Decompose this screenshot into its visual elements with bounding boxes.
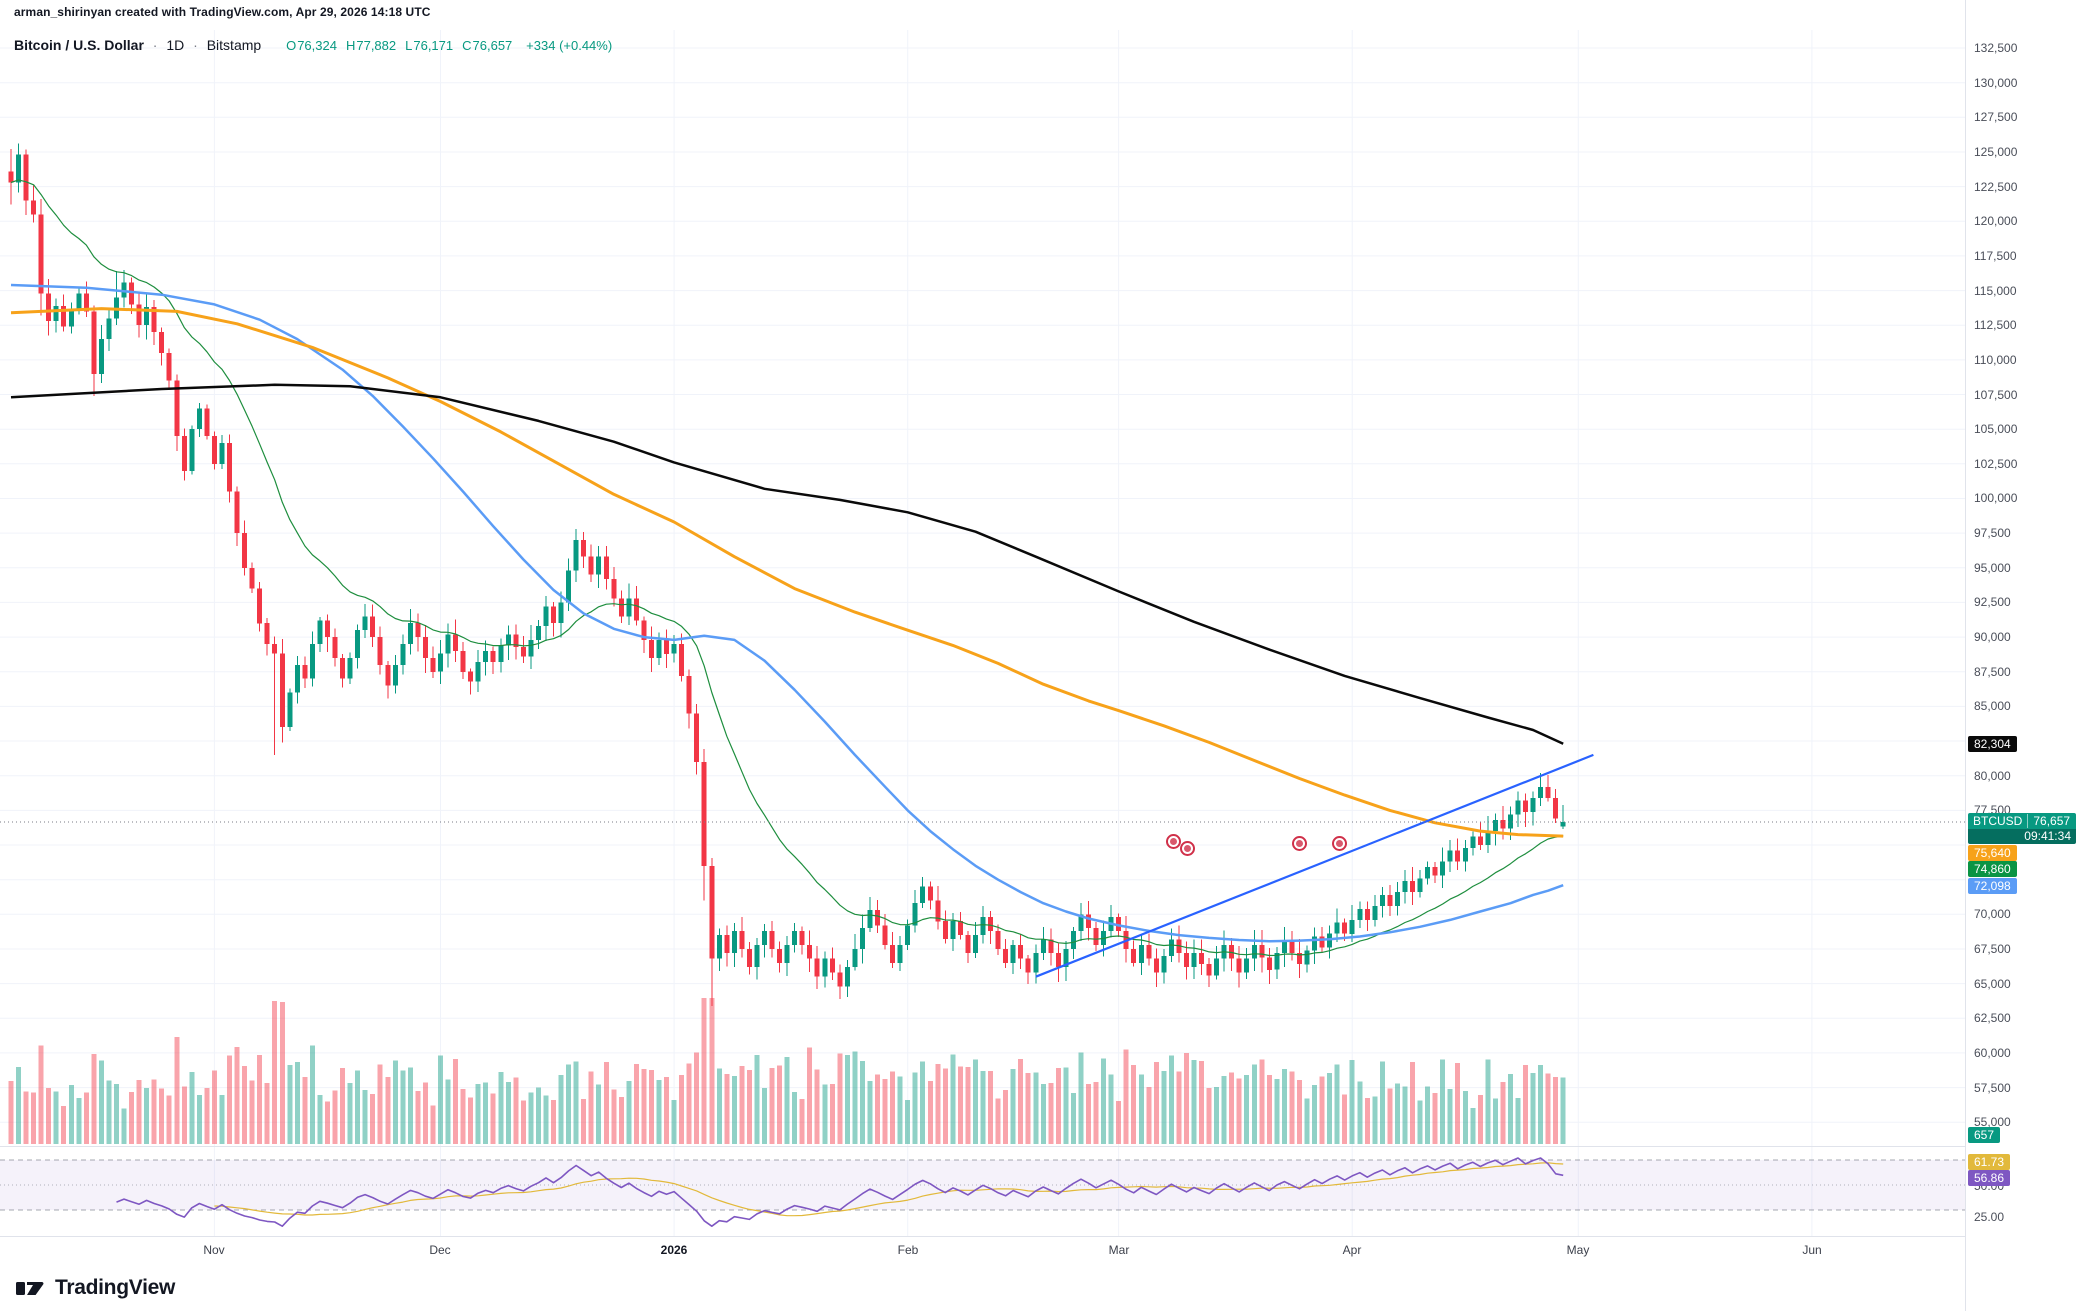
symbol-title: Bitcoin / U.S. Dollar — [14, 37, 144, 53]
price-tick-label: 70,000 — [1974, 907, 2011, 921]
interval-label: 1D — [166, 37, 185, 53]
price-tick-label: 97,500 — [1974, 526, 2011, 540]
ma-green-price-label: 74,860 — [1968, 861, 2017, 877]
price-tick-label: 67,500 — [1974, 942, 2011, 956]
last-price-value: 76,657 — [2033, 814, 2071, 828]
price-tick-label: 122,500 — [1974, 180, 2018, 194]
price-tick-label: 80,000 — [1974, 769, 2011, 783]
low-label: L — [405, 38, 413, 53]
time-tick-label: May — [1566, 1243, 1590, 1257]
legend-separator: · — [152, 37, 158, 53]
ma-black-line — [10, 383, 1564, 745]
low-value: 76,171 — [413, 38, 454, 53]
chart-legend: Bitcoin / U.S. Dollar · 1D · Bitstamp O7… — [14, 37, 612, 53]
time-axis-separator — [0, 1236, 2078, 1237]
legend-separator: · — [193, 37, 198, 53]
price-tick-label: 62,500 — [1974, 1011, 2011, 1025]
ma-orange-price-label: 75,640 — [1968, 845, 2017, 861]
close-label: C — [462, 38, 472, 53]
price-tick-label: 127,500 — [1974, 110, 2018, 124]
symbol-tag: BTCUSD — [1973, 814, 2029, 828]
time-tick-label: 2026 — [660, 1243, 688, 1257]
time-tick-label: Mar — [1108, 1243, 1130, 1257]
price-tick-label: 57,500 — [1974, 1081, 2011, 1095]
price-tick-label: 110,000 — [1974, 353, 2017, 367]
rsi-ma-line — [214, 1162, 1564, 1217]
price-tick-label: 107,500 — [1974, 388, 2018, 402]
price-tick-label: 55,000 — [1974, 1115, 2011, 1129]
sticker-icon[interactable] — [1332, 836, 1347, 851]
sticker-icon[interactable] — [1166, 834, 1181, 849]
price-tick-label: 112,500 — [1974, 318, 2017, 332]
ma-green-line — [10, 179, 1564, 957]
open-value: 76,324 — [297, 38, 337, 53]
price-tick-label: 85,000 — [1974, 699, 2011, 713]
ma-orange-line — [10, 307, 1564, 838]
rsi-value-label: 56.86 — [1968, 1170, 2011, 1186]
price-tick-label: 130,000 — [1974, 76, 2018, 90]
change-value: +334 (+0.44%) — [526, 38, 613, 53]
bar-countdown: 09:41:34 — [1968, 829, 2076, 844]
time-tick-label: Dec — [429, 1243, 451, 1257]
price-tick-label: 100,000 — [1974, 491, 2018, 505]
ma-black-price-label: 82,304 — [1968, 736, 2017, 752]
volume-value-label: 657 — [1968, 1127, 2001, 1143]
price-tick-label: 115,000 — [1974, 284, 2017, 298]
close-value: 76,657 — [472, 38, 513, 53]
rsi-line — [116, 1157, 1564, 1227]
ohlc-values: O76,324 H77,882 L76,171 C76,657 — [277, 38, 512, 53]
grid-vertical — [213, 30, 1813, 1236]
time-tick-label: Feb — [897, 1243, 919, 1257]
price-tick-label: 125,000 — [1974, 145, 2018, 159]
open-label: O — [286, 38, 297, 53]
time-axis[interactable]: Nov Dec 2026 Feb Mar Apr May Jun — [0, 1237, 1965, 1269]
time-tick-label: Apr — [1342, 1243, 1362, 1257]
price-tick-label: 90,000 — [1974, 630, 2011, 644]
time-tick-label: Jun — [1802, 1243, 1822, 1257]
ma-blue-price-label: 72,098 — [1968, 878, 2017, 894]
price-tick-label: 95,000 — [1974, 561, 2011, 575]
ma-blue-line — [10, 283, 1564, 943]
trend-line[interactable] — [1035, 753, 1594, 978]
price-tick-label: 92,500 — [1974, 595, 2011, 609]
price-tick-label: 120,000 — [1974, 214, 2018, 228]
price-tick-label: 65,000 — [1974, 977, 2011, 991]
price-axis[interactable]: 82,304 BTCUSD 76,657 09:41:34 75,640 74,… — [1965, 0, 2078, 1311]
last-price-label: BTCUSD 76,657 09:41:34 — [1968, 813, 2076, 844]
attribution-text: arman_shirinyan created with TradingView… — [14, 5, 431, 19]
price-tick-label: 87,500 — [1974, 665, 2011, 679]
candles-layer — [8, 143, 1566, 1006]
price-tick-label: 132,500 — [1974, 41, 2018, 55]
tradingview-branding[interactable]: TradingView — [16, 1276, 175, 1300]
volume-layer — [8, 998, 1566, 1144]
price-tick-label: 60,000 — [1974, 1046, 2011, 1060]
tradingview-logo — [16, 1277, 46, 1299]
rsi-tick-label: 25.00 — [1974, 1210, 2005, 1224]
price-tick-label: 102,500 — [1974, 457, 2018, 471]
exchange-label: Bitstamp — [206, 37, 262, 53]
price-tick-label: 105,000 — [1974, 422, 2018, 436]
sticker-icon[interactable] — [1292, 836, 1307, 851]
price-tick-label: 117,500 — [1974, 249, 2017, 263]
grid-horizontal — [0, 47, 1965, 1123]
high-value: 77,882 — [356, 38, 397, 53]
pane-separator[interactable] — [0, 1146, 2078, 1147]
sticker-icon[interactable] — [1180, 841, 1195, 856]
rsi-ma-value-label: 61.73 — [1968, 1154, 2011, 1170]
brand-name: TradingView — [55, 1276, 176, 1299]
time-tick-label: Nov — [203, 1243, 225, 1257]
high-label: H — [345, 38, 356, 53]
